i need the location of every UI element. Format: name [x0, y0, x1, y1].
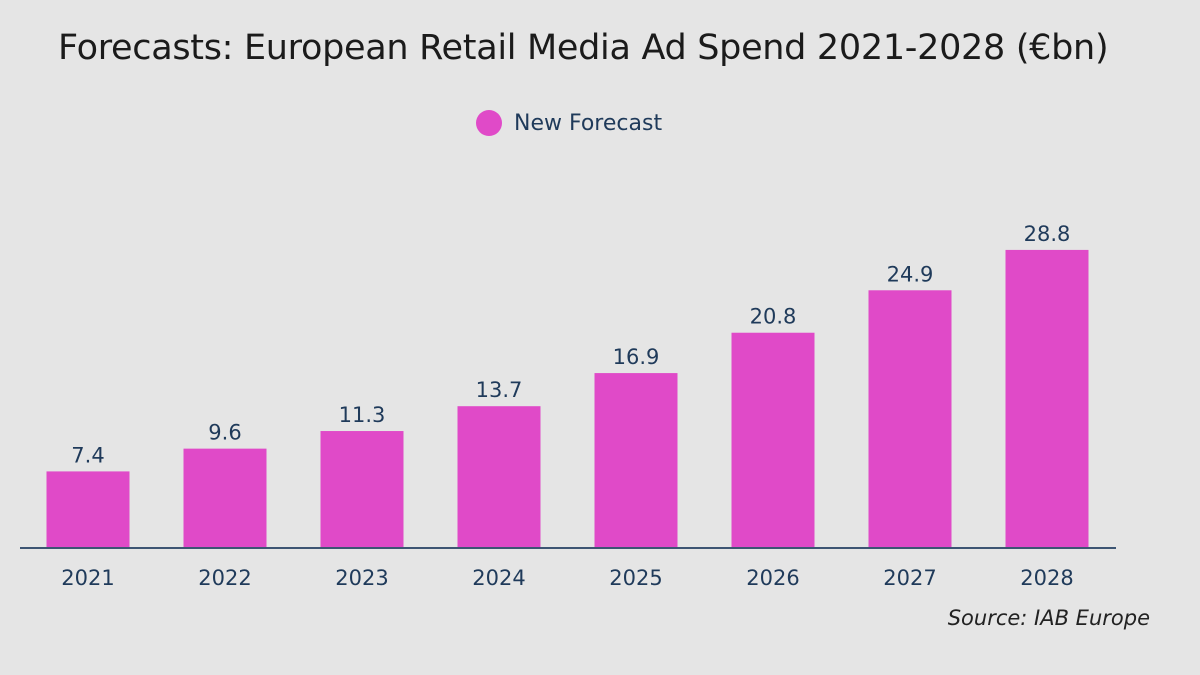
data-label-2023: 11.3	[339, 403, 386, 427]
x-tick-label-2023: 2023	[335, 566, 388, 590]
bar-2026	[731, 332, 815, 548]
x-tick-label-2026: 2026	[746, 566, 799, 590]
x-tick-label-2021: 2021	[61, 566, 114, 590]
source-note: Source: IAB Europe	[947, 606, 1150, 630]
x-tick-label-2024: 2024	[472, 566, 525, 590]
data-label-2027: 24.9	[887, 262, 934, 286]
x-tick-label-2022: 2022	[198, 566, 251, 590]
bar-2024	[457, 406, 541, 548]
x-tick-label-2028: 2028	[1020, 566, 1073, 590]
data-label-2021: 7.4	[71, 443, 104, 467]
data-label-2026: 20.8	[750, 305, 797, 329]
data-label-2028: 28.8	[1024, 222, 1071, 246]
legend: New Forecast	[476, 110, 662, 136]
bar-2025	[594, 373, 678, 548]
legend-swatch	[476, 110, 502, 136]
chart-title: Forecasts: European Retail Media Ad Spen…	[58, 28, 1109, 68]
legend-label: New Forecast	[514, 110, 663, 136]
bar-2021	[46, 471, 130, 548]
data-label-2022: 9.6	[208, 421, 241, 445]
bar-2023	[320, 431, 404, 548]
data-label-2024: 13.7	[476, 378, 523, 402]
x-tick-label-2025: 2025	[609, 566, 662, 590]
x-tick-label-2027: 2027	[883, 566, 936, 590]
bar-2022	[183, 448, 267, 548]
data-label-2025: 16.9	[613, 345, 660, 369]
bar-2027	[868, 290, 952, 548]
bar-2028	[1005, 249, 1089, 549]
